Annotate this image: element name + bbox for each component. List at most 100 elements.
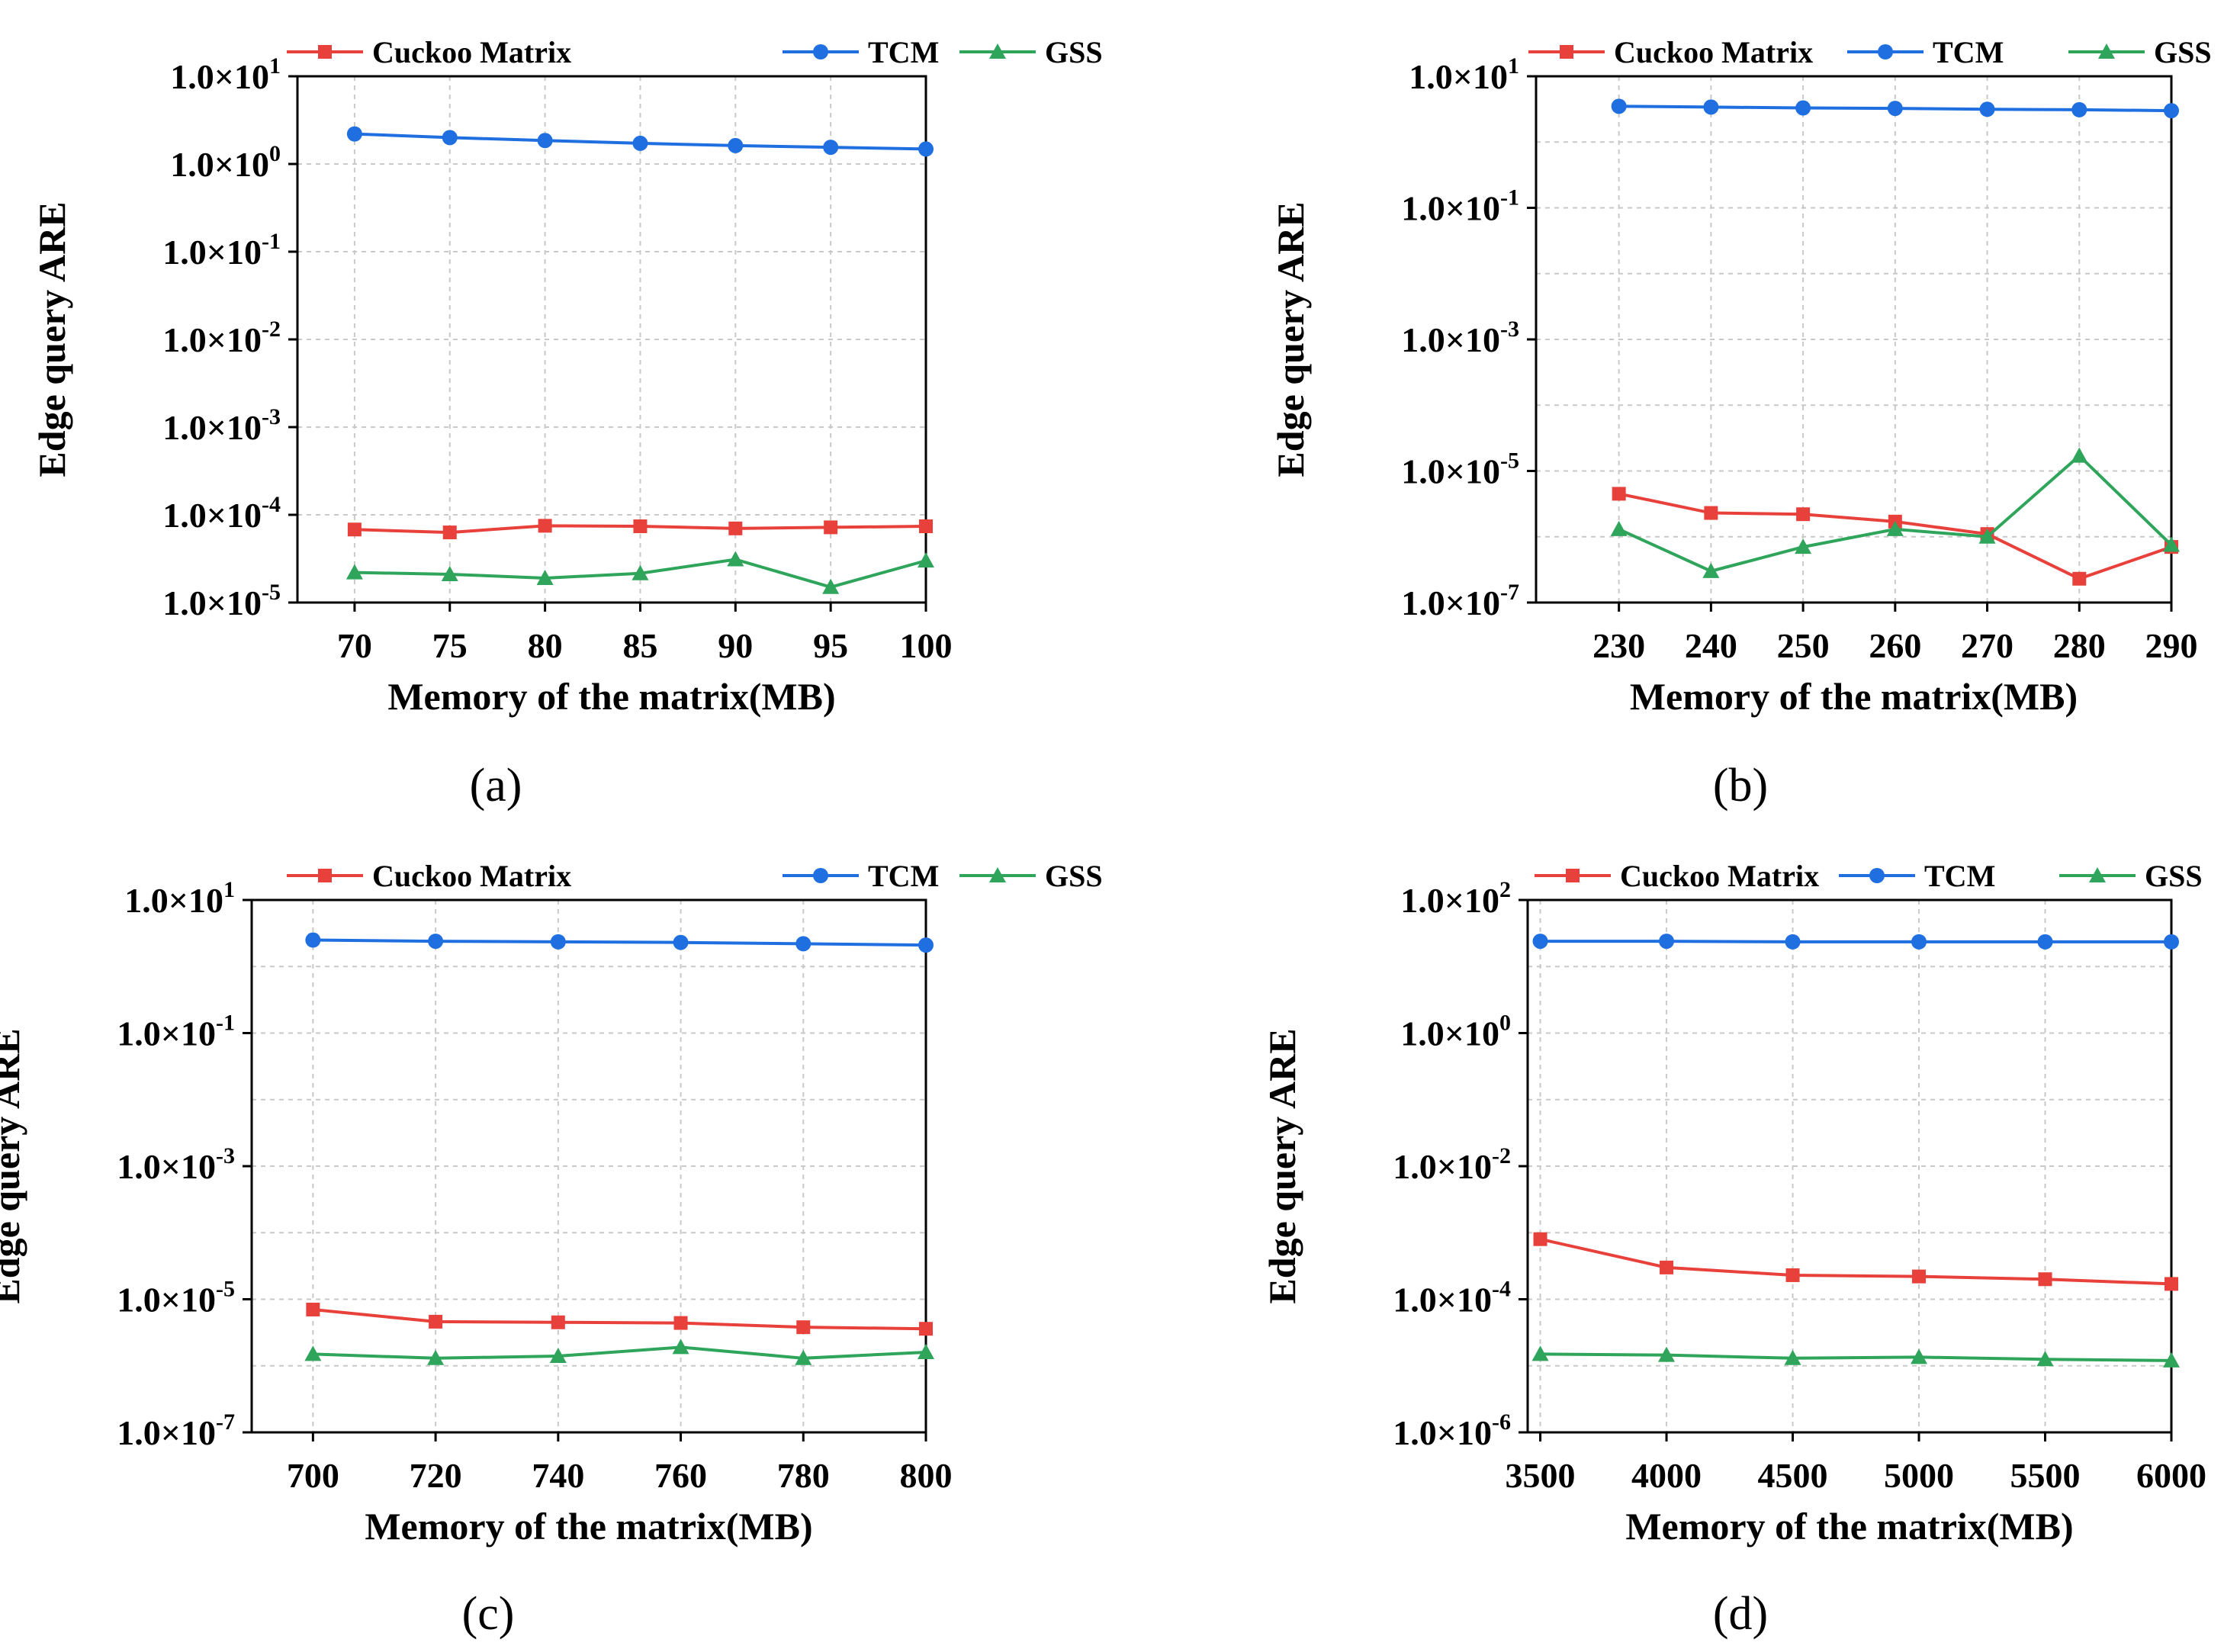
x-tick-label: 260 <box>1869 626 1921 665</box>
data-point <box>1610 520 1628 536</box>
data-point <box>2071 101 2087 117</box>
x-tick-label: 80 <box>528 626 563 665</box>
y-tick-label: 1.0×10-3 <box>117 1143 235 1186</box>
chart-panel: 700 720 740 760 780 800 1.0×101 1.0×10-1 1.0×10-… <box>0 859 1103 1640</box>
legend-marker <box>813 868 828 883</box>
series-line <box>1540 1352 2172 1362</box>
x-axis-title: Memory of the matrix(MB) <box>1625 1505 2073 1548</box>
y-tick-label: 1.0×10-5 <box>117 1277 235 1319</box>
y-axis-title: Edge query ARE <box>1261 1028 1303 1303</box>
x-tick-label: 250 <box>1777 626 1830 665</box>
data-point <box>306 1303 320 1317</box>
data-point <box>1795 538 1812 554</box>
legend-label: TCM <box>1933 35 2004 69</box>
data-point <box>2071 447 2088 463</box>
data-point <box>919 519 933 534</box>
data-point <box>632 564 649 580</box>
legend-label: GSS <box>2154 35 2212 69</box>
data-point <box>304 1345 322 1361</box>
data-point <box>536 569 554 585</box>
legend-marker <box>318 869 332 882</box>
data-point <box>1611 98 1627 114</box>
y-tick-label: 1.0×10-5 <box>1401 448 1519 491</box>
data-point <box>2165 1277 2178 1291</box>
data-point <box>442 130 458 146</box>
data-point <box>823 140 839 156</box>
data-point <box>673 934 689 950</box>
data-point <box>1612 487 1626 501</box>
legend-label: GSS <box>1045 35 1103 69</box>
x-tick-label: 5000 <box>1884 1456 1954 1495</box>
y-tick-label: 1.0×10-1 <box>117 1011 235 1053</box>
series-line <box>313 1308 927 1331</box>
data-point <box>1785 1268 1800 1282</box>
data-point <box>1887 101 1903 117</box>
legend-label: Cuckoo Matrix <box>1620 859 1819 893</box>
data-point <box>551 1315 565 1329</box>
data-point <box>442 525 457 540</box>
legend-marker <box>1560 45 1573 59</box>
data-point <box>796 1320 811 1335</box>
data-point <box>1703 99 1719 115</box>
legend-marker <box>989 43 1006 59</box>
panel-label: (a) <box>470 760 522 812</box>
data-point <box>918 552 934 568</box>
y-tick-label: 1.0×101 <box>124 877 235 920</box>
data-point <box>1886 520 1904 536</box>
x-tick-label: 95 <box>813 626 848 665</box>
legend-marker <box>1566 869 1580 882</box>
data-point <box>1532 934 1548 950</box>
legend-marker <box>1869 868 1885 883</box>
y-tick-label: 1.0×10-2 <box>1393 1143 1511 1186</box>
series-line <box>1540 940 2171 943</box>
panel-label: (b) <box>1713 760 1768 812</box>
x-tick-label: 800 <box>900 1456 953 1495</box>
x-axis-title: Memory of the matrix(MB) <box>365 1505 812 1548</box>
y-tick-label: 1.0×101 <box>1409 53 1519 96</box>
legend-label: TCM <box>868 859 939 893</box>
data-point <box>1533 1232 1547 1246</box>
x-tick-label: 4500 <box>1758 1456 1828 1495</box>
x-tick-label: 740 <box>532 1456 584 1495</box>
data-point <box>2038 1272 2052 1287</box>
y-tick-label: 1.0×10-1 <box>1401 185 1519 228</box>
x-tick-label: 270 <box>1961 626 2013 665</box>
data-point <box>1912 1269 1927 1284</box>
legend-label: Cuckoo Matrix <box>372 35 571 69</box>
data-point <box>1796 507 1811 522</box>
legend-marker <box>318 45 332 59</box>
x-tick-label: 4000 <box>1631 1456 1702 1495</box>
y-tick-label: 1.0×10-3 <box>162 404 281 447</box>
data-point <box>918 937 934 953</box>
y-tick-label: 1.0×10-7 <box>117 1409 235 1452</box>
data-point <box>2164 934 2179 950</box>
data-point <box>919 1322 933 1336</box>
data-point <box>2164 103 2179 119</box>
data-point <box>1911 934 1927 950</box>
legend-marker <box>1878 44 1893 59</box>
data-point <box>345 564 363 580</box>
x-tick-label: 700 <box>287 1456 339 1495</box>
data-point <box>1784 1349 1801 1365</box>
y-tick-label: 1.0×10-5 <box>162 580 281 622</box>
data-point <box>795 936 812 952</box>
y-tick-label: 1.0×10-7 <box>1401 580 1519 622</box>
data-point <box>728 521 743 535</box>
data-point <box>2072 571 2087 586</box>
data-point <box>1785 934 1801 950</box>
y-axis-title: Edge query ARE <box>1269 201 1312 477</box>
data-point <box>428 934 444 950</box>
data-point <box>441 565 458 581</box>
data-point <box>1704 506 1718 520</box>
x-tick-label: 6000 <box>2136 1456 2206 1495</box>
legend-marker <box>813 44 828 59</box>
chart-panel: 70 75 80 85 90 95 100 1.0×101 1.0×100 1.0×10-1 1.0… <box>31 35 1103 812</box>
data-point <box>1660 1260 1674 1274</box>
data-point <box>1658 1346 1676 1362</box>
y-tick-label: 1.0×10-2 <box>162 317 281 359</box>
x-tick-label: 75 <box>432 626 468 665</box>
data-point <box>2037 934 2053 950</box>
data-point <box>633 519 648 534</box>
series-line <box>313 938 927 947</box>
